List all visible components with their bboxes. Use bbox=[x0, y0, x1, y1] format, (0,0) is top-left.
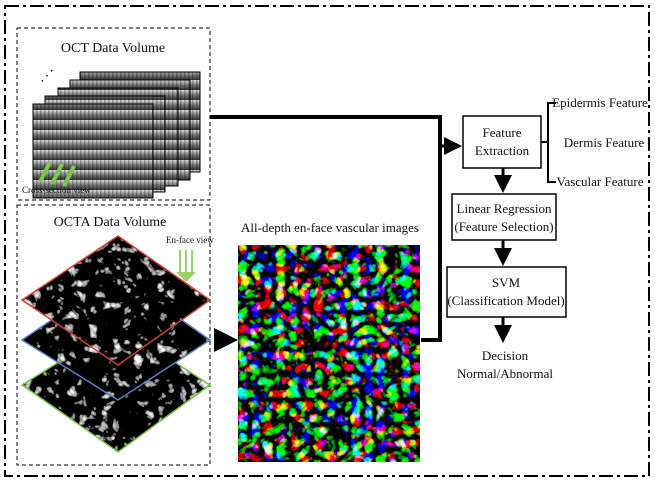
feature-label: Epidermis Feature bbox=[552, 95, 648, 110]
enface-image bbox=[238, 245, 420, 462]
step-text: (Feature Selection) bbox=[454, 219, 553, 234]
step-box bbox=[463, 116, 541, 168]
oct-volume: ⋰ bbox=[33, 69, 200, 198]
decision-text: Normal/Abnormal bbox=[457, 366, 553, 381]
octa-layers bbox=[22, 236, 210, 452]
step-text: Feature bbox=[483, 125, 522, 140]
en-face-arrows bbox=[176, 250, 196, 282]
step-text: Extraction bbox=[475, 143, 530, 158]
feature-label: Dermis Feature bbox=[564, 135, 645, 150]
octa-title: OCTA Data Volume bbox=[54, 215, 167, 230]
decision-text: Decision bbox=[482, 348, 529, 363]
enface-title: All-depth en-face vascular images bbox=[241, 220, 419, 235]
diagram: OCT Data Volume ⋰ Cross-section view OCT… bbox=[0, 0, 655, 482]
cross-section-label: Cross-section view bbox=[22, 185, 91, 195]
step-text: (Classification Model) bbox=[447, 293, 564, 308]
step-text: Linear Regression bbox=[457, 201, 552, 216]
oct-title: OCT Data Volume bbox=[61, 41, 165, 56]
feature-label: Vascular Feature bbox=[557, 174, 644, 189]
en-face-label: En-face view bbox=[166, 235, 214, 245]
ellipsis: ⋰ bbox=[40, 69, 54, 84]
bracket bbox=[541, 103, 556, 182]
step-text: SVM bbox=[492, 275, 521, 290]
